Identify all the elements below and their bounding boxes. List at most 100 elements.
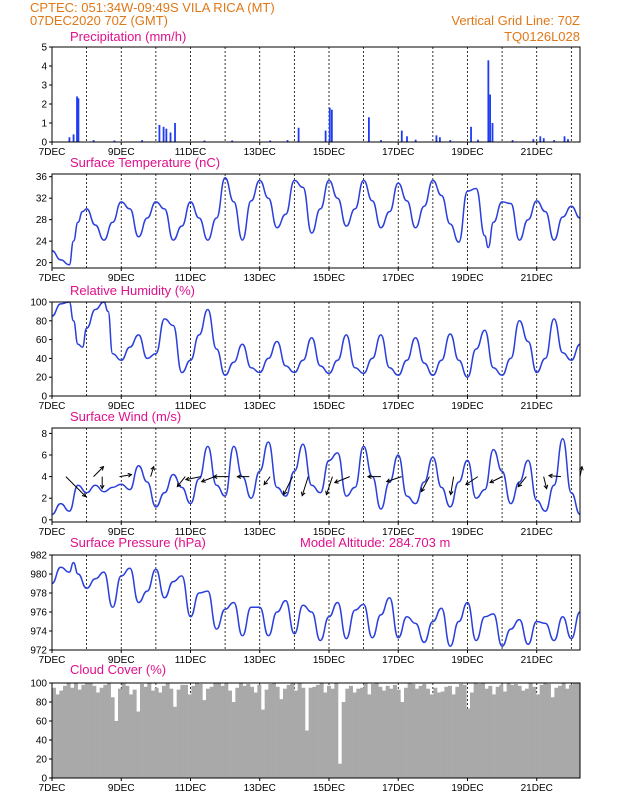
cloud-bar	[569, 684, 573, 778]
x-tick-label: 13DEC	[244, 783, 276, 794]
cloud-bar	[400, 702, 405, 778]
wind-vector	[548, 475, 561, 478]
cloud-bar	[103, 684, 108, 778]
wind-vector	[150, 466, 155, 477]
wind-vector	[465, 476, 479, 486]
cloud-bar	[488, 685, 493, 778]
y-tick-label: 2	[41, 494, 47, 505]
cloud-bar	[418, 685, 423, 778]
cloud-bar	[440, 691, 445, 778]
wind-vector-head	[333, 479, 339, 484]
cloud-bar	[231, 702, 236, 778]
plot-frame	[51, 554, 581, 651]
cloud-bar	[217, 683, 221, 778]
x-tick-label: 9DEC	[108, 655, 135, 666]
precip-bar	[113, 140, 116, 142]
cloud-bar	[470, 692, 474, 778]
cloud-bar	[415, 688, 419, 778]
y-tick-label: 100	[30, 679, 47, 690]
x-tick-label: 21DEC	[521, 655, 553, 666]
cloud-bar	[481, 683, 485, 778]
cloud-bar	[444, 686, 449, 778]
pressure-panel: Surface Pressure (hPa) 972 974 976 978 980 98…	[30, 535, 581, 666]
x-tick-label: 19DEC	[451, 273, 483, 284]
y-tick-label: 982	[30, 551, 47, 562]
cloud-bar	[294, 690, 298, 778]
cloud-bar	[107, 683, 111, 778]
cloud-bar	[151, 690, 155, 778]
cloud-bar	[360, 687, 364, 778]
wind-vector	[185, 476, 201, 481]
cloud-bar	[510, 684, 515, 778]
cloud-bar	[158, 692, 163, 778]
cloud-bar	[70, 687, 75, 778]
x-tick-label: 15DEC	[313, 783, 345, 794]
precip-bar	[567, 139, 569, 142]
cloud-bar	[297, 683, 302, 778]
panel-title: Surface Wind (m/s)	[70, 409, 181, 424]
y-tick-label: 4	[41, 472, 47, 483]
y-tick-label: 28	[36, 215, 48, 226]
cloud-bar	[261, 709, 265, 778]
wind-vector	[301, 476, 309, 496]
wind-vector-head	[517, 482, 523, 488]
precip-bar	[414, 139, 417, 142]
precip-bar	[169, 132, 172, 142]
x-tick-label: 19DEC	[451, 527, 483, 538]
precip-bar	[286, 140, 289, 142]
precip-bar	[539, 136, 542, 142]
cloud-bar	[576, 683, 581, 778]
y-tick-label: 980	[30, 570, 47, 581]
x-tick-label: 13DEC	[244, 655, 276, 666]
wind-vector	[489, 476, 503, 484]
wind-vector-head	[263, 480, 268, 486]
y-tick-label: 80	[36, 316, 48, 327]
cloud-bar	[176, 689, 181, 778]
wind-vector-head	[212, 474, 218, 479]
cloud-bar	[352, 692, 357, 778]
wind-vector-head	[325, 490, 330, 496]
cloud-bar	[554, 687, 559, 778]
cloud-bar	[239, 683, 243, 778]
series-line	[51, 438, 581, 516]
cloud-bar	[169, 688, 174, 778]
x-tick-label: 11DEC	[175, 783, 207, 794]
wind-vector-head	[385, 478, 391, 483]
x-tick-label: 11DEC	[175, 401, 207, 412]
cloud-bar	[561, 683, 566, 778]
y-tick-label: 80	[36, 698, 48, 709]
cloud-bar	[433, 687, 438, 778]
cloud-bar	[466, 708, 471, 778]
temperature-panel: Surface Temperature (nC) 20 24 28 32 36 7DEC 9…	[36, 155, 581, 284]
precip-bar	[470, 126, 472, 142]
precip-bar	[477, 139, 479, 142]
cloud-bar	[525, 688, 529, 778]
x-tick-label: 7DEC	[39, 783, 66, 794]
precip-bar	[76, 96, 78, 142]
cloud-bar	[503, 691, 507, 778]
y-tick-label: 0	[41, 392, 47, 403]
x-tick-label: 7DEC	[39, 527, 66, 538]
wind-vector	[176, 476, 186, 487]
cloud-bar	[118, 688, 122, 778]
x-tick-label: 7DEC	[39, 147, 66, 158]
cloud-bar	[268, 683, 273, 778]
precip-bar	[324, 130, 327, 142]
precip-bar	[487, 60, 490, 142]
x-tick-label: 15DEC	[313, 147, 345, 158]
cloud-bar	[224, 683, 229, 778]
x-tick-label: 17DEC	[382, 527, 414, 538]
cloud-bar	[253, 692, 258, 778]
cloud-bar	[349, 685, 353, 778]
cloud-bar	[250, 686, 254, 778]
cloud-bar	[492, 694, 496, 778]
cloud-bar	[543, 683, 548, 778]
cloud-bar	[283, 688, 287, 778]
precip-bar	[380, 140, 382, 142]
cloud-bar	[213, 683, 218, 778]
header-code: TQ0126L028	[504, 29, 580, 44]
precip-bar	[406, 136, 408, 142]
cloud-bar	[338, 763, 342, 778]
y-tick-label: 972	[30, 646, 47, 657]
